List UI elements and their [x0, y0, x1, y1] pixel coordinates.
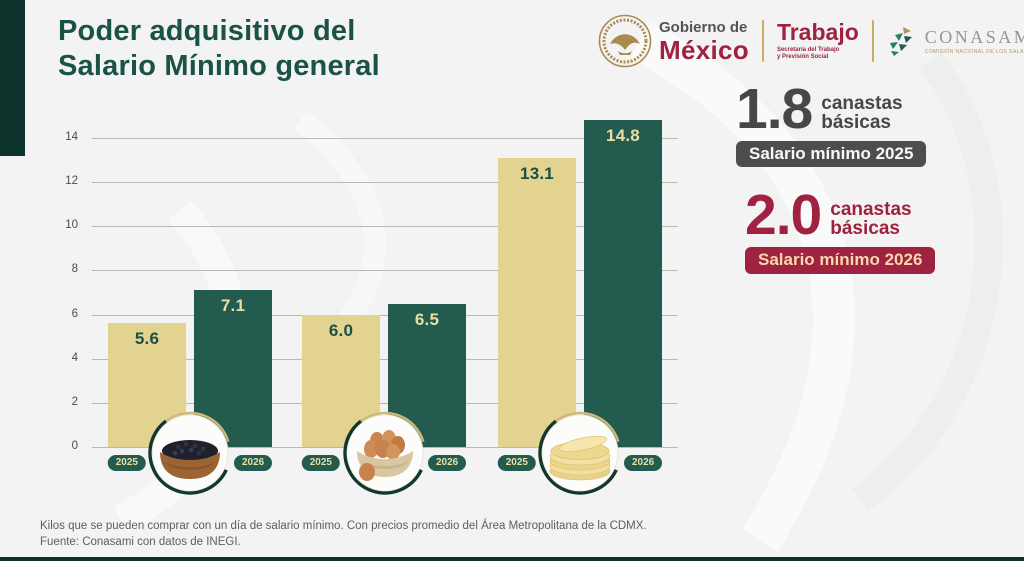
mexico-eagle-seal-icon: [598, 14, 652, 68]
beans-bowl-image: [148, 411, 232, 495]
conasami-wordmark: CONASAMI: [924, 26, 1024, 47]
logo-divider: [871, 20, 874, 62]
bar-value-label: 14.8: [606, 126, 640, 146]
stats-panel: 1.8 canastas básicas Salario mínimo 2025…: [736, 77, 1004, 274]
gridline-10: [92, 226, 678, 228]
stat-2025-row: 1.8 canastas básicas: [736, 77, 1004, 141]
salario-minimo-2026-badge: Salario mínimo 2026: [745, 247, 936, 274]
bar-chart: 0 2 4 6 8 10 12 14 5.6 2025 6.0 2025 13.1 2025 7.1 2026…: [40, 115, 710, 500]
eggs-photo: [343, 411, 427, 495]
tortilla-stack-image: [538, 411, 622, 495]
gridline-14: [92, 138, 678, 140]
stat-2025: 1.8 canastas básicas Salario mínimo 2025: [736, 77, 1004, 168]
y-axis-tick-8: 8: [71, 263, 78, 276]
stat-2026-unit: canastas básicas: [830, 199, 912, 240]
gobierno-de-mexico-logo: Gobierno de México: [598, 14, 749, 68]
header-logos: Gobierno de México Trabajo Secretaría de…: [598, 8, 1024, 74]
logo-divider: [761, 20, 764, 62]
bar-value-label: 7.1: [220, 296, 246, 316]
y-axis-tick-14: 14: [65, 131, 78, 144]
gobierno-de-text: Gobierno de: [659, 18, 748, 36]
bar-tortilla-2025: 13.1: [498, 157, 576, 447]
conasami-wordmark-block: CONASAMI COMISIÓN NACIONAL DE LOS SALARI…: [925, 28, 1024, 55]
trabajo-logo: Trabajo Secretaría del Trabajo y Previsi…: [776, 18, 859, 62]
y-axis-tick-0: 0: [71, 440, 78, 452]
stat-2025-value: 1.8: [736, 77, 813, 141]
gridline-6: [92, 314, 678, 316]
conasami-birds-icon: [889, 27, 912, 56]
year-pill-2026-tortilla: 2026: [624, 455, 663, 471]
conasami-subtitle: COMISIÓN NACIONAL DE LOS SALARIOS MÍNIMO…: [924, 48, 1024, 55]
gridline-8: [92, 270, 678, 272]
gridline-2: [92, 402, 678, 404]
stat-2026-value: 2.0: [745, 183, 822, 248]
gridline-12: [92, 182, 678, 184]
mexico-text: México: [659, 34, 749, 65]
left-accent-bar: [0, 0, 25, 156]
page-title-line1: Poder adquisitivo del: [58, 15, 356, 47]
gridline-4: [92, 358, 678, 360]
year-pill-2025-huevo: 2025: [301, 455, 340, 471]
stat-2026: 2.0 canastas básicas Salario mínimo 2026: [736, 183, 1004, 274]
y-axis-tick-12: 12: [65, 175, 78, 188]
footnote: Kilos que se pueden comprar con un día d…: [40, 519, 647, 550]
footnote-line2: Fuente: Conasami con datos de INEGI.: [40, 535, 241, 548]
bar-value-label: 6.0: [328, 320, 354, 340]
bottom-accent-bar: [0, 557, 1024, 561]
year-pill-2026-frijol: 2026: [234, 455, 273, 471]
stat-2026-row: 2.0 canastas básicas: [745, 183, 1004, 248]
y-axis-tick-2: 2: [71, 395, 78, 408]
page-title-line2: Salario Mínimo general: [58, 50, 380, 82]
tortillas-photo: [538, 411, 622, 495]
y-axis-tick-10: 10: [65, 219, 78, 232]
year-pill-2025-tortilla: 2025: [497, 455, 536, 471]
y-axis-tick-4: 4: [71, 351, 78, 364]
conasami-logo: CONASAMI COMISIÓN NACIONAL DE LOS SALARI…: [887, 25, 1024, 57]
trabajo-wordmark: Trabajo: [776, 18, 859, 45]
y-axis-tick-6: 6: [71, 307, 78, 320]
eggs-bowl-image: [343, 411, 427, 495]
year-pill-2026-huevo: 2026: [428, 455, 467, 471]
gobierno-wordmark: Gobierno de México: [659, 20, 749, 63]
beans-photo: [148, 411, 232, 495]
year-pill-2025-frijol: 2025: [107, 455, 146, 471]
footnote-line1: Kilos que se pueden comprar con un día d…: [40, 520, 647, 532]
bar-value-label: 6.5: [414, 309, 440, 329]
page-title: Poder adquisitivo del Salario Mínimo gen…: [58, 14, 380, 84]
trabajo-subtitle: Secretaría del Trabajo y Previsión Socia…: [776, 46, 840, 61]
bar-value-label: 5.6: [134, 329, 160, 349]
bar-value-label: 13.1: [520, 163, 554, 183]
salario-minimo-2025-badge: Salario mínimo 2025: [736, 140, 927, 168]
stat-2025-unit: canastas básicas: [821, 92, 903, 133]
bar-tortilla-2026: 14.8: [584, 120, 662, 447]
